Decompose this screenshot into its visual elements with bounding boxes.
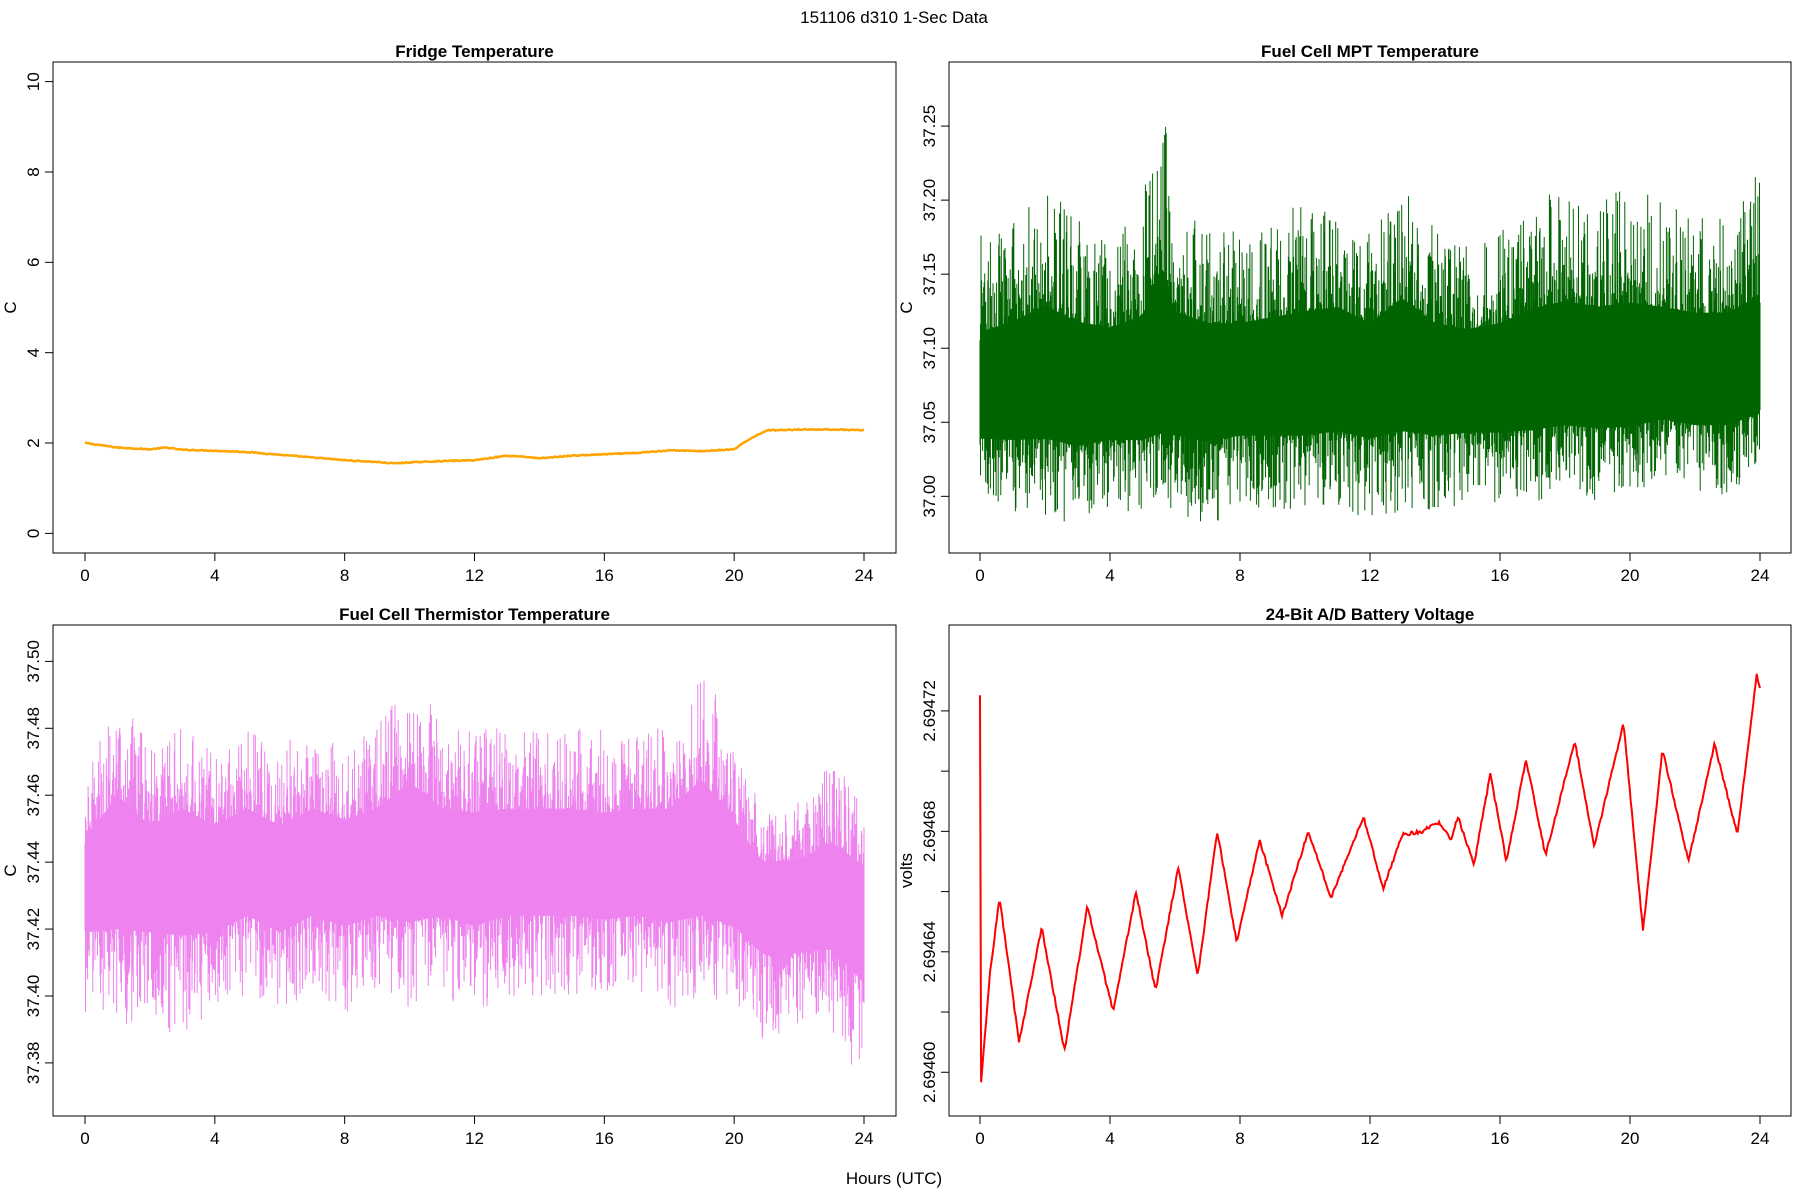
y-tick-label: 37.42 <box>24 908 43 951</box>
y-tick-label: 6 <box>24 258 43 267</box>
chart-panel-4: 24-Bit A/D Battery Voltage volts 0 4 8 12 16 20… <box>897 605 1792 1148</box>
y-axis-label: volts <box>897 853 916 888</box>
x-tick-label: 8 <box>1235 566 1244 585</box>
chart-title: Fuel Cell MPT Temperature <box>1261 42 1479 61</box>
x-tick-label: 12 <box>465 1129 484 1148</box>
series-core-band <box>980 269 1760 446</box>
y-tick-label: 37.25 <box>920 105 939 148</box>
y-tick-label: 2.69464 <box>920 921 939 982</box>
plot-frame <box>52 61 897 554</box>
x-tick-label: 20 <box>1621 566 1640 585</box>
y-tick-label: 8 <box>24 167 43 176</box>
x-tick-label: 20 <box>1621 1129 1640 1148</box>
x-tick-label: 16 <box>1491 566 1510 585</box>
x-tick-label: 12 <box>1361 1129 1380 1148</box>
x-tick-label: 16 <box>595 1129 614 1148</box>
y-tick-label: 2 <box>24 438 43 447</box>
x-tick-label: 12 <box>1361 566 1380 585</box>
x-tick-label: 8 <box>340 1129 349 1148</box>
chart-panel-2: Fuel Cell MPT Temperature C 0 4 8 12 16 20 24 37.… <box>897 42 1792 585</box>
x-tick-label: 8 <box>1235 1129 1244 1148</box>
x-tick-label: 24 <box>855 1129 874 1148</box>
x-tick-label: 20 <box>725 1129 744 1148</box>
x-tick-label: 20 <box>725 566 744 585</box>
x-tick-label: 0 <box>975 1129 984 1148</box>
y-tick-label: 4 <box>24 348 43 357</box>
x-tick-label: 0 <box>80 566 89 585</box>
x-tick-label: 24 <box>1751 1129 1770 1148</box>
y-axis-label: C <box>1 301 20 313</box>
y-tick-label: 37.20 <box>920 179 939 222</box>
y-tick-label: 37.44 <box>24 841 43 884</box>
x-tick-label: 8 <box>340 566 349 585</box>
y-tick-label: 37.05 <box>920 401 939 444</box>
x-tick-label: 4 <box>210 1129 219 1148</box>
y-axis-label: C <box>1 864 20 876</box>
x-tick-label: 24 <box>855 566 874 585</box>
figure-suptitle: 151106 d310 1-Sec Data <box>800 8 988 27</box>
chart-panel-3: Fuel Cell Thermistor Temperature C 0 4 8 12 16… <box>1 605 897 1148</box>
y-tick-label: 10 <box>24 72 43 91</box>
chart-title: Fridge Temperature <box>395 42 553 61</box>
x-tick-label: 16 <box>595 566 614 585</box>
series-line <box>84 427 865 465</box>
y-tick-label: 2.69460 <box>920 1042 939 1103</box>
y-tick-label: 37.46 <box>24 774 43 817</box>
y-tick-label: 37.50 <box>24 640 43 683</box>
y-tick-label: 37.40 <box>24 975 43 1018</box>
y-axis-label: C <box>897 301 916 313</box>
x-tick-label: 16 <box>1491 1129 1510 1148</box>
figure-xlabel: Hours (UTC) <box>846 1169 942 1188</box>
y-tick-label: 37.48 <box>24 707 43 750</box>
y-tick-label: 37.15 <box>920 253 939 296</box>
y-tick-label: 37.10 <box>920 327 939 370</box>
x-tick-label: 12 <box>465 566 484 585</box>
x-tick-label: 24 <box>1751 566 1770 585</box>
chart-title: 24-Bit A/D Battery Voltage <box>1266 605 1475 624</box>
y-tick-label: 37.38 <box>24 1042 43 1085</box>
y-tick-label: 2.69472 <box>920 680 939 741</box>
series-core-band <box>85 780 864 984</box>
y-tick-label: 0 <box>24 529 43 538</box>
plot-frame <box>948 624 1792 1117</box>
x-tick-label: 0 <box>975 566 984 585</box>
y-tick-label: 37.00 <box>920 475 939 518</box>
chart-title: Fuel Cell Thermistor Temperature <box>339 605 610 624</box>
series-line <box>979 673 1761 1083</box>
y-tick-label: 2.69468 <box>920 801 939 862</box>
x-tick-label: 4 <box>1105 1129 1114 1148</box>
x-tick-label: 0 <box>80 1129 89 1148</box>
x-tick-label: 4 <box>210 566 219 585</box>
x-tick-label: 4 <box>1105 566 1114 585</box>
